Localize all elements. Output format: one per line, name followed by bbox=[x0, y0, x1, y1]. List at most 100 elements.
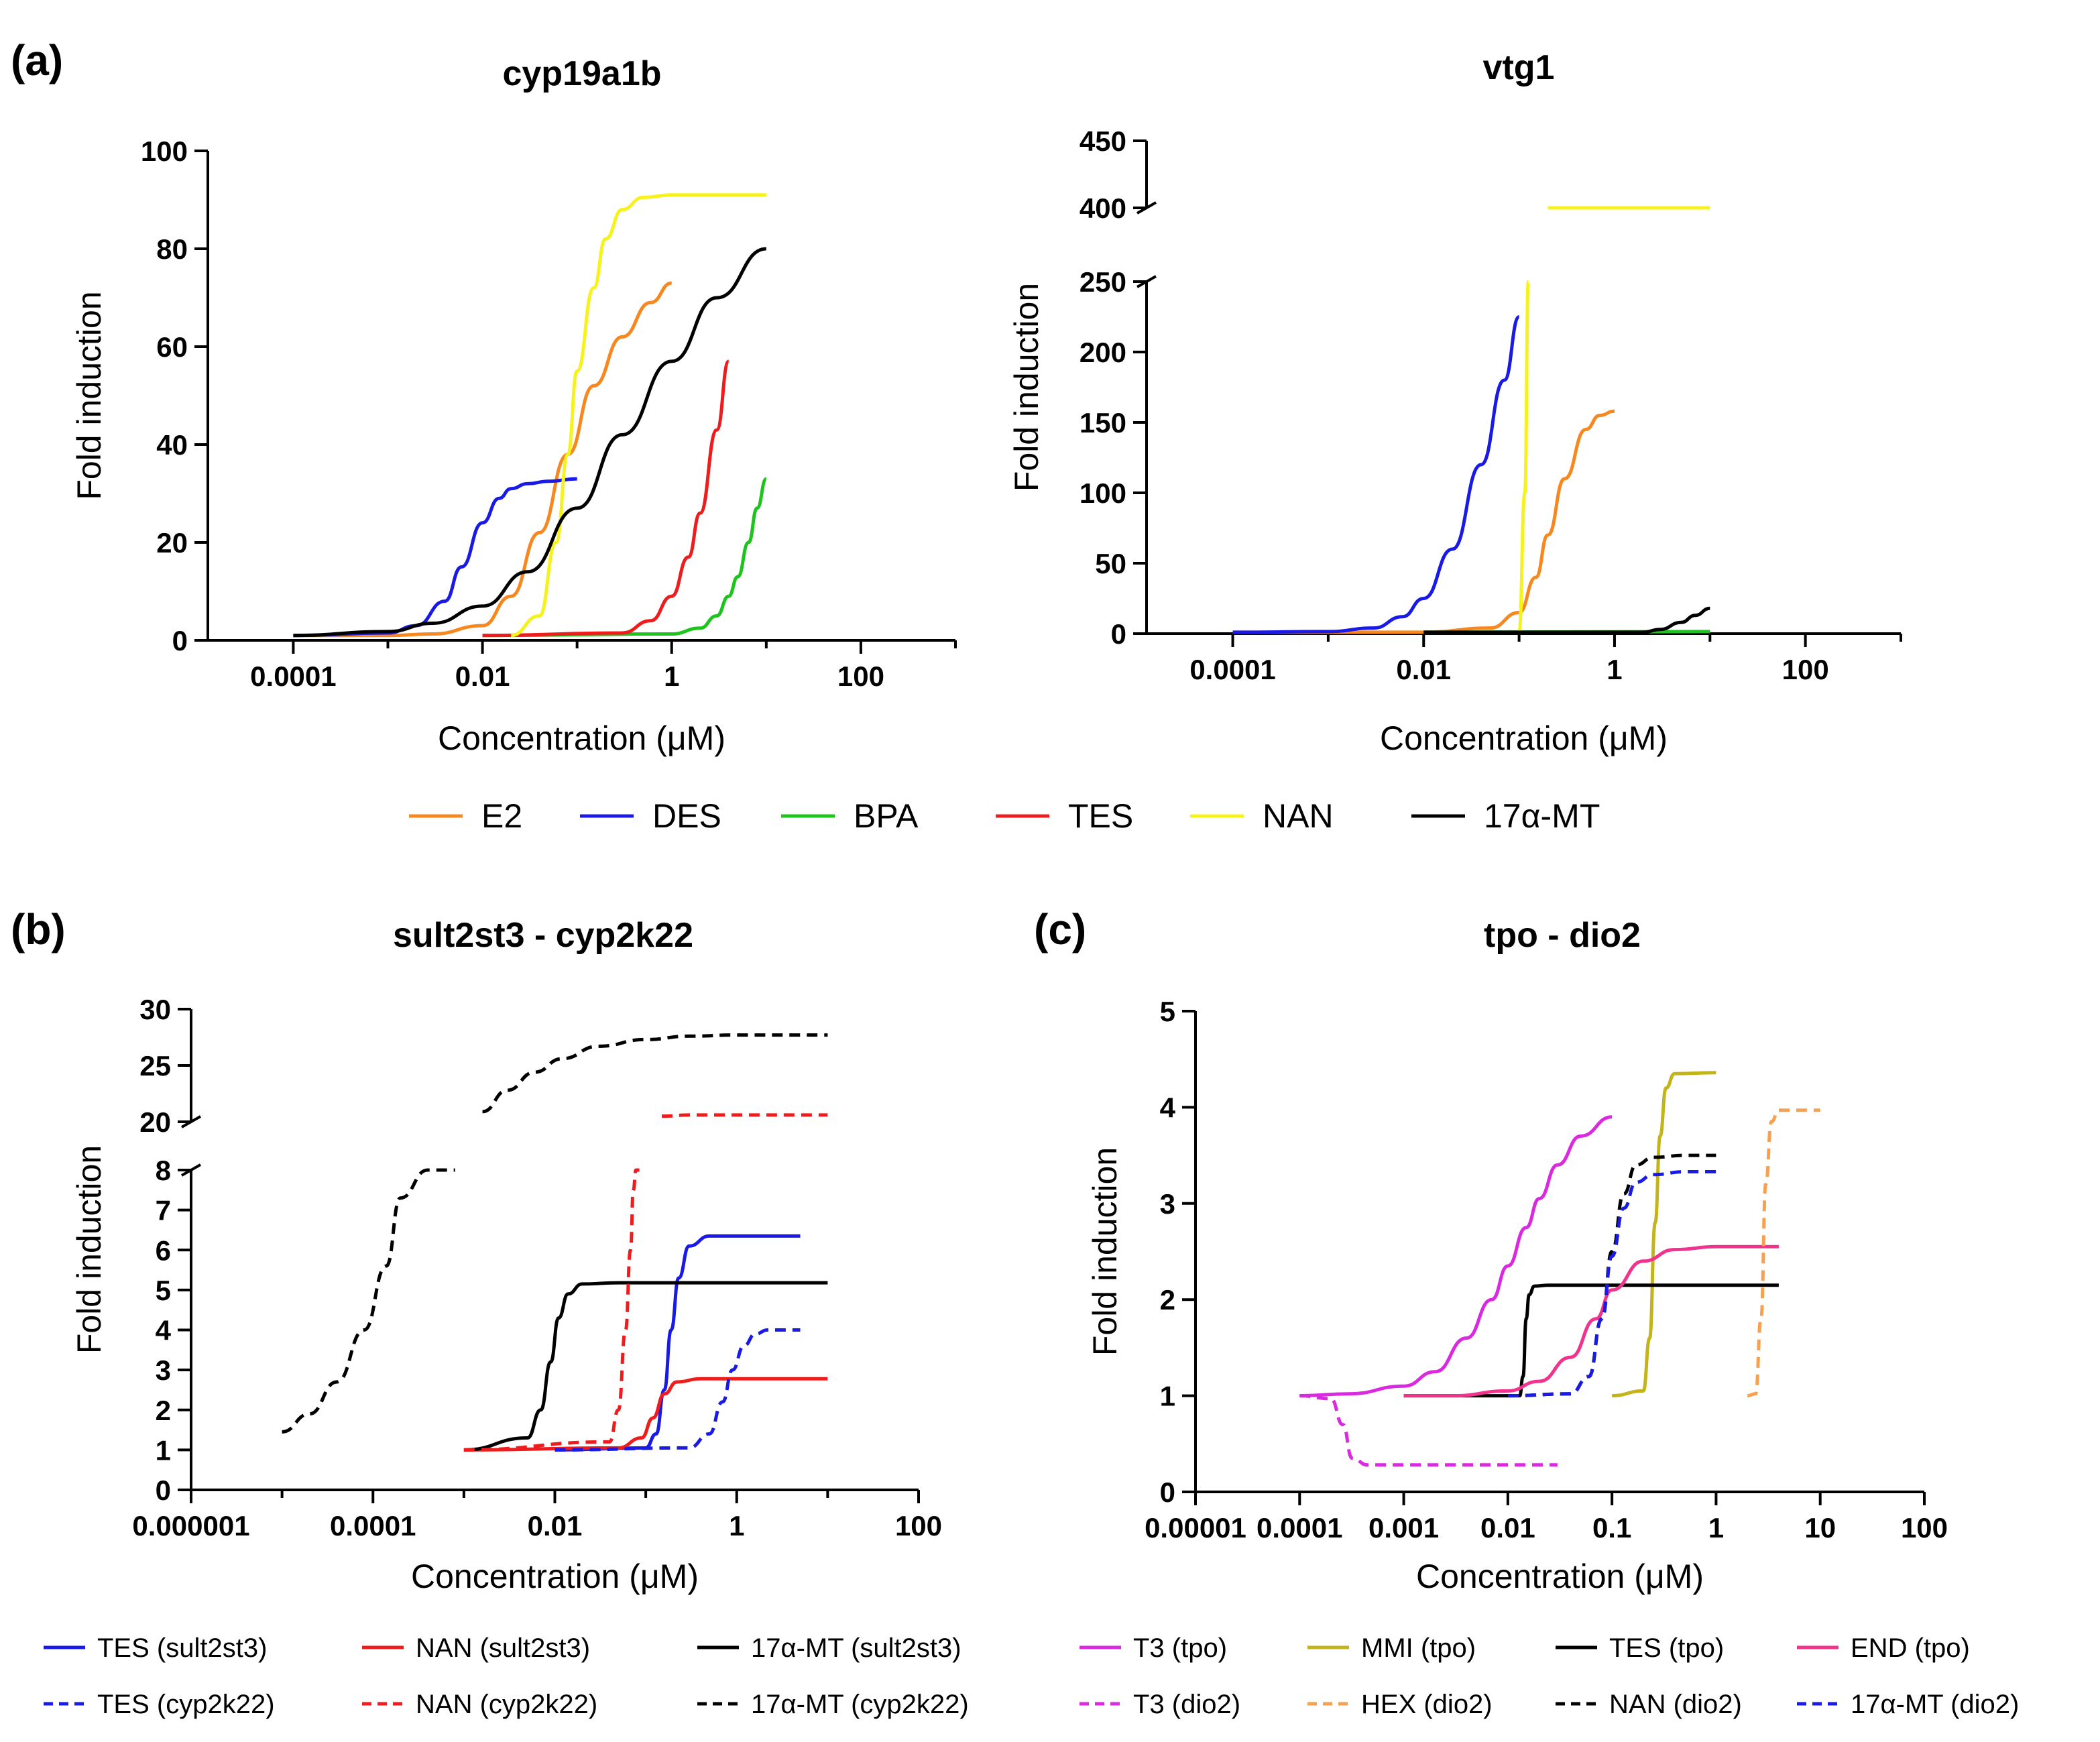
series-line-nan-cyp2k22 bbox=[661, 1113, 828, 1118]
y-tick-label: 7 bbox=[156, 1195, 171, 1226]
series-line-e2 bbox=[293, 281, 673, 638]
y-tick-label: 100 bbox=[1080, 477, 1126, 509]
series-line-end-tpo bbox=[1403, 1244, 1779, 1398]
x-tick-label: 0.01 bbox=[1396, 654, 1451, 685]
series-line-nan-cyp2k22 bbox=[463, 1168, 640, 1452]
legend-label-t3-tpo: T3 (tpo) bbox=[1133, 1633, 1227, 1663]
y-tick-label: 2 bbox=[1160, 1284, 1175, 1316]
series-line-t3-tpo bbox=[1299, 1115, 1613, 1398]
panel-label-c: (c) bbox=[1034, 905, 1086, 953]
y-tick-label: 20 bbox=[139, 1106, 171, 1138]
legend-label-nan-cyp2k22: NAN (cyp2k22) bbox=[416, 1690, 597, 1719]
series-line-nan bbox=[510, 193, 766, 638]
legend-label-t3-dio2: T3 (dio2) bbox=[1133, 1690, 1240, 1719]
y-tick-label: 80 bbox=[156, 233, 188, 265]
y-tick-label: 20 bbox=[156, 527, 188, 559]
series-line-des bbox=[293, 477, 577, 638]
x-tick-label: 0.00001 bbox=[1145, 1512, 1246, 1544]
legend-a: E2 DES BPA TES NAN 17α-MT bbox=[409, 797, 1600, 835]
x-tick-label: 0.0001 bbox=[1257, 1512, 1342, 1544]
series-line-17alpha-mt-dio2 bbox=[1507, 1170, 1716, 1398]
chart-title: vtg1 bbox=[1483, 48, 1555, 87]
series-line-17alpha-mt bbox=[1423, 606, 1710, 634]
y-tick-label: 100 bbox=[141, 135, 188, 167]
legend-c: T3 (tpo) MMI (tpo) TES (tpo) END (tpo) T3 (d… bbox=[1080, 1633, 2019, 1719]
x-tick-label: 100 bbox=[1901, 1512, 1948, 1544]
legend-label-tes-cyp2k22: TES (cyp2k22) bbox=[97, 1690, 275, 1719]
y-tick-label: 60 bbox=[156, 331, 188, 363]
x-tick-label: 1 bbox=[729, 1510, 744, 1542]
legend-label-17alpha-mt-cyp2k22: 17α-MT (cyp2k22) bbox=[751, 1690, 969, 1719]
y-tick-label: 200 bbox=[1080, 337, 1126, 368]
y-tick-label: 4 bbox=[156, 1315, 172, 1346]
legend-label-end-tpo: END (tpo) bbox=[1851, 1633, 1970, 1663]
chart-title: tpo - dio2 bbox=[1484, 916, 1641, 955]
y-tick-label: 2 bbox=[156, 1395, 171, 1426]
y-tick-label: 25 bbox=[139, 1050, 171, 1082]
legend-label-17alpha-mt: 17α-MT bbox=[1484, 797, 1600, 835]
series-line-17alpha-mt-sult2st3 bbox=[463, 1281, 828, 1452]
x-tick-label: 1 bbox=[1607, 654, 1622, 685]
x-tick-label: 1 bbox=[664, 660, 679, 692]
x-tick-label: 100 bbox=[1782, 654, 1829, 685]
y-axis-label: Fold induction bbox=[70, 291, 108, 500]
y-tick-label: 150 bbox=[1080, 407, 1126, 439]
chart-sult2st3-cyp2k22: sult2st3 - cyp2k22 Concentration (μM) Fold… bbox=[70, 916, 942, 1595]
series-line-e2 bbox=[1232, 409, 1615, 634]
legend-label-tes: TES bbox=[1068, 797, 1133, 835]
series-line-nan bbox=[1517, 280, 1530, 634]
series-line-t3-dio2 bbox=[1299, 1394, 1558, 1467]
x-tick-label: 0.0001 bbox=[330, 1510, 416, 1542]
legend-label-des: DES bbox=[652, 797, 721, 835]
y-tick-label: 3 bbox=[156, 1354, 171, 1386]
legend-label-mmi-tpo: MMI (tpo) bbox=[1361, 1633, 1476, 1663]
chart-cyp19a1b: cyp19a1b Concentration (μM) Fold induction… bbox=[70, 54, 957, 757]
y-tick-label: 0 bbox=[156, 1474, 171, 1506]
y-axis-label: Fold induction bbox=[70, 1145, 108, 1354]
series-line-tes-sult2st3 bbox=[555, 1234, 801, 1452]
series-line-tes-cyp2k22 bbox=[555, 1328, 801, 1452]
series-line-mmi-tpo bbox=[1612, 1071, 1716, 1398]
x-tick-label: 100 bbox=[837, 660, 884, 692]
x-tick-label: 0.0001 bbox=[1189, 654, 1275, 685]
y-tick-label: 0 bbox=[172, 625, 188, 656]
y-tick-label: 4 bbox=[1160, 1092, 1176, 1123]
y-tick-label: 5 bbox=[156, 1275, 171, 1306]
x-tick-label: 0.001 bbox=[1368, 1512, 1439, 1544]
legend-b: TES (sult2st3) NAN (sult2st3) 17α-MT (sult… bbox=[44, 1633, 969, 1719]
legend-label-nan-dio2: NAN (dio2) bbox=[1609, 1690, 1742, 1719]
y-tick-label: 5 bbox=[1160, 996, 1175, 1027]
y-tick-label: 450 bbox=[1080, 125, 1126, 157]
legend-label-e2: E2 bbox=[481, 797, 522, 835]
series-line-tes bbox=[482, 359, 731, 638]
chart-vtg1: vtg1 Concentration (μM) Fold induction 0 50 1… bbox=[1008, 48, 1902, 757]
series-line-nan-dio2 bbox=[1507, 1153, 1716, 1398]
y-tick-label: 250 bbox=[1080, 266, 1126, 298]
legend-label-tes-tpo: TES (tpo) bbox=[1609, 1633, 1724, 1663]
chart-title: cyp19a1b bbox=[502, 54, 661, 93]
y-tick-label: 1 bbox=[156, 1434, 171, 1466]
legend-label-17alpha-mt-dio2: 17α-MT (dio2) bbox=[1851, 1690, 2019, 1719]
y-tick-label: 50 bbox=[1095, 548, 1126, 579]
legend-label-tes-sult2st3: TES (sult2st3) bbox=[97, 1633, 267, 1663]
series-line-hex-dio2 bbox=[1747, 1108, 1820, 1398]
legend-label-hex-dio2: HEX (dio2) bbox=[1361, 1690, 1493, 1719]
chart-title: sult2st3 - cyp2k22 bbox=[393, 916, 693, 955]
legend-label-nan-sult2st3: NAN (sult2st3) bbox=[416, 1633, 590, 1663]
y-tick-label: 8 bbox=[156, 1155, 171, 1186]
x-axis-label: Concentration (μM) bbox=[1416, 1558, 1704, 1595]
x-tick-label: 0.1 bbox=[1592, 1512, 1631, 1544]
y-tick-label: 400 bbox=[1080, 192, 1126, 224]
series-line-17alpha-mt bbox=[293, 247, 767, 638]
x-axis-label: Concentration (μM) bbox=[1380, 719, 1668, 757]
legend-label-nan: NAN bbox=[1263, 797, 1334, 835]
panel-label-b: (b) bbox=[11, 905, 66, 953]
series-line-nan-sult2st3 bbox=[463, 1377, 828, 1452]
y-tick-label: 0 bbox=[1160, 1476, 1175, 1508]
y-tick-label: 30 bbox=[139, 994, 171, 1025]
x-tick-label: 100 bbox=[895, 1510, 942, 1542]
x-tick-label: 0.01 bbox=[528, 1510, 583, 1542]
series-line-bpa bbox=[482, 477, 768, 638]
x-tick-label: 1 bbox=[1708, 1512, 1724, 1544]
x-tick-label: 0.000001 bbox=[132, 1510, 249, 1542]
